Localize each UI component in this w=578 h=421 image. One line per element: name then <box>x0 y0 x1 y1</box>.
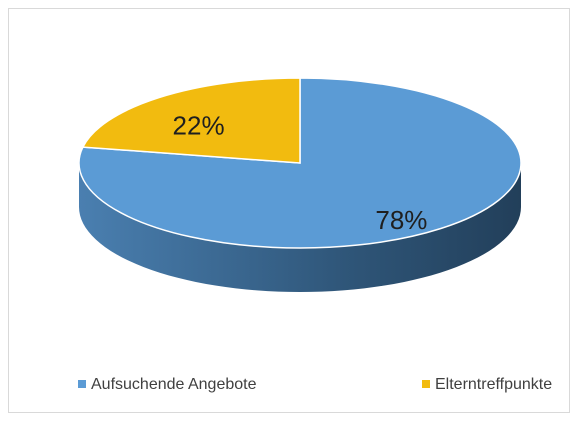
data-label: 78% <box>375 205 427 235</box>
data-label: 22% <box>173 111 225 141</box>
legend-label: Elterntreffpunkte <box>435 376 552 393</box>
legend-swatch <box>422 380 430 388</box>
pie-side <box>79 163 521 292</box>
pie-slice <box>81 77 301 164</box>
legend-swatch <box>78 380 86 388</box>
legend-label: Aufsuchende Angebote <box>91 376 257 393</box>
